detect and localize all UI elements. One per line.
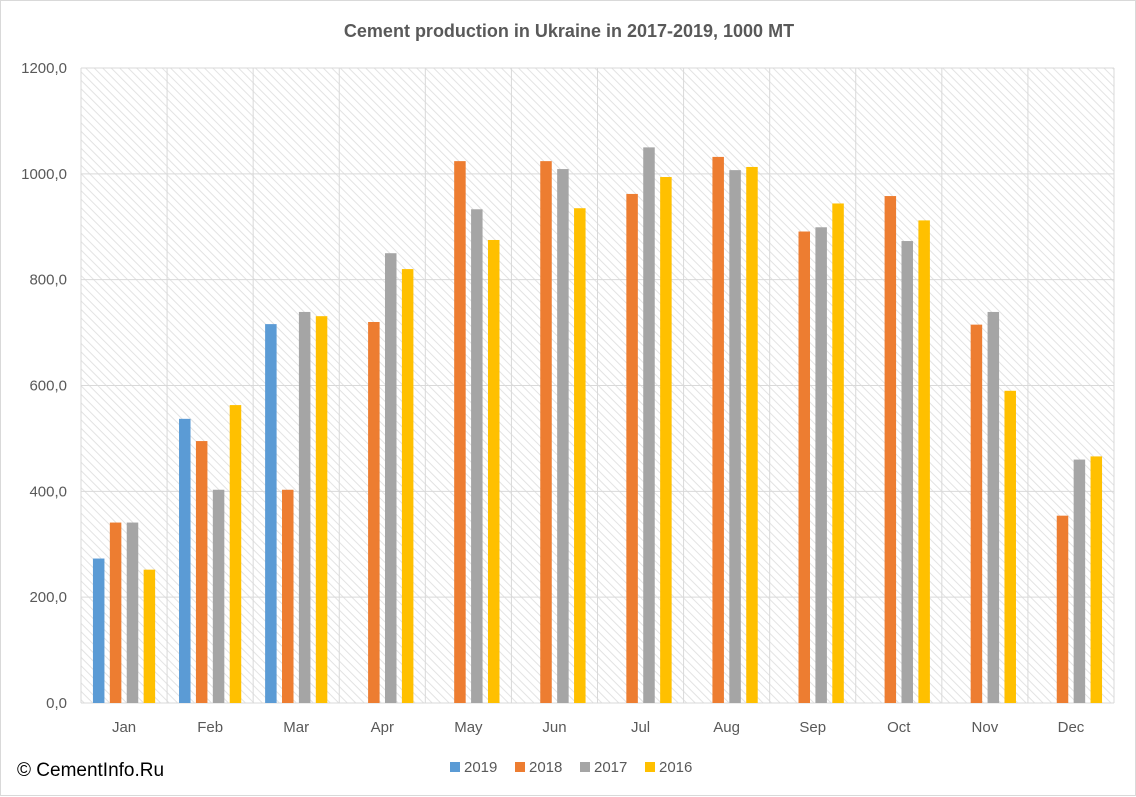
bar-2018-dec — [1056, 515, 1069, 703]
bar-2017-aug — [729, 170, 741, 704]
x-tick-label: Jul — [631, 719, 650, 736]
bar-2019-jan — [92, 558, 105, 703]
bar-2018-jun — [540, 161, 552, 704]
bar-2018-aug — [712, 156, 724, 703]
watermark: © CementInfo.Ru — [17, 760, 165, 781]
x-tick-label: Sep — [799, 719, 826, 736]
bar-2018-mar — [282, 489, 294, 703]
bar-2018-feb — [195, 441, 208, 703]
bar-2018-apr — [368, 322, 380, 703]
y-tick-label: 1000,0 — [21, 166, 67, 183]
x-axis: Jan Feb Mar Apr May Jun Jul Aug Sep Oct Nov Dec — [81, 702, 1114, 736]
bar-2019-feb — [179, 418, 191, 703]
bar-2017-apr — [384, 253, 397, 704]
x-tick-label: Oct — [887, 719, 911, 736]
legend-label-2017: 2017 — [594, 759, 627, 776]
y-tick-label: 1200,0 — [21, 60, 67, 77]
legend: 2019 2018 2017 2016 — [450, 759, 692, 776]
bar-2016-nov — [1004, 390, 1016, 703]
x-tick-label: Dec — [1058, 719, 1085, 736]
bar-2017-jun — [557, 169, 569, 704]
bar-2016-oct — [918, 220, 930, 703]
bar-2017-dec — [1073, 459, 1086, 703]
bar-2016-aug — [746, 166, 758, 703]
bar-2016-sep — [832, 203, 844, 703]
legend-swatch-2019 — [450, 762, 460, 772]
bar-2019-mar — [265, 324, 277, 703]
bar-2017-jan — [126, 522, 139, 703]
y-axis: 0,0 200,0 400,0 600,0 800,0 1000,0 1200,0 — [21, 60, 67, 712]
bar-2017-may — [471, 209, 483, 703]
y-tick-label: 200,0 — [29, 589, 67, 606]
legend-label-2016: 2016 — [659, 759, 692, 776]
x-tick-label: Jun — [542, 719, 566, 736]
legend-swatch-2016 — [645, 762, 655, 772]
bar-2018-may — [454, 161, 466, 704]
bars — [92, 147, 1103, 704]
x-tick-label: May — [454, 719, 483, 736]
bar-2017-nov — [987, 311, 1000, 703]
y-tick-label: 800,0 — [29, 272, 67, 289]
bar-2017-mar — [298, 311, 311, 703]
bar-2016-jun — [574, 208, 586, 703]
legend-label-2018: 2018 — [529, 759, 562, 776]
bar-2016-mar — [315, 316, 328, 703]
x-tick-label: Nov — [972, 719, 999, 736]
bar-2016-feb — [229, 405, 242, 703]
bar-2017-sep — [815, 227, 827, 703]
x-tick-label: Aug — [713, 719, 740, 736]
bar-2018-sep — [798, 231, 811, 703]
bar-2016-jul — [660, 177, 672, 704]
legend-swatch-2018 — [515, 762, 525, 772]
bar-2017-jul — [643, 147, 655, 703]
chart-title: Cement production in Ukraine in 2017-201… — [344, 21, 794, 41]
bar-2016-apr — [401, 269, 414, 703]
x-tick-label: Jan — [112, 719, 136, 736]
bar-2016-jan — [143, 569, 156, 703]
legend-label-2019: 2019 — [464, 759, 497, 776]
bar-2017-feb — [212, 489, 225, 703]
y-tick-label: 0,0 — [46, 695, 67, 712]
bar-2016-may — [487, 239, 500, 703]
grid-lines — [80, 67, 1115, 704]
x-tick-label: Feb — [197, 719, 223, 736]
bar-2018-oct — [884, 196, 897, 703]
y-tick-label: 400,0 — [29, 483, 67, 500]
bar-2016-dec — [1090, 456, 1103, 703]
bar-2017-oct — [901, 241, 913, 703]
x-tick-label: Mar — [283, 719, 309, 736]
bar-2018-jul — [626, 193, 638, 704]
legend-swatch-2017 — [580, 762, 590, 772]
x-tick-label: Apr — [371, 719, 394, 736]
y-tick-label: 600,0 — [29, 378, 67, 395]
bar-2018-nov — [970, 324, 983, 703]
bar-2018-jan — [109, 522, 122, 703]
